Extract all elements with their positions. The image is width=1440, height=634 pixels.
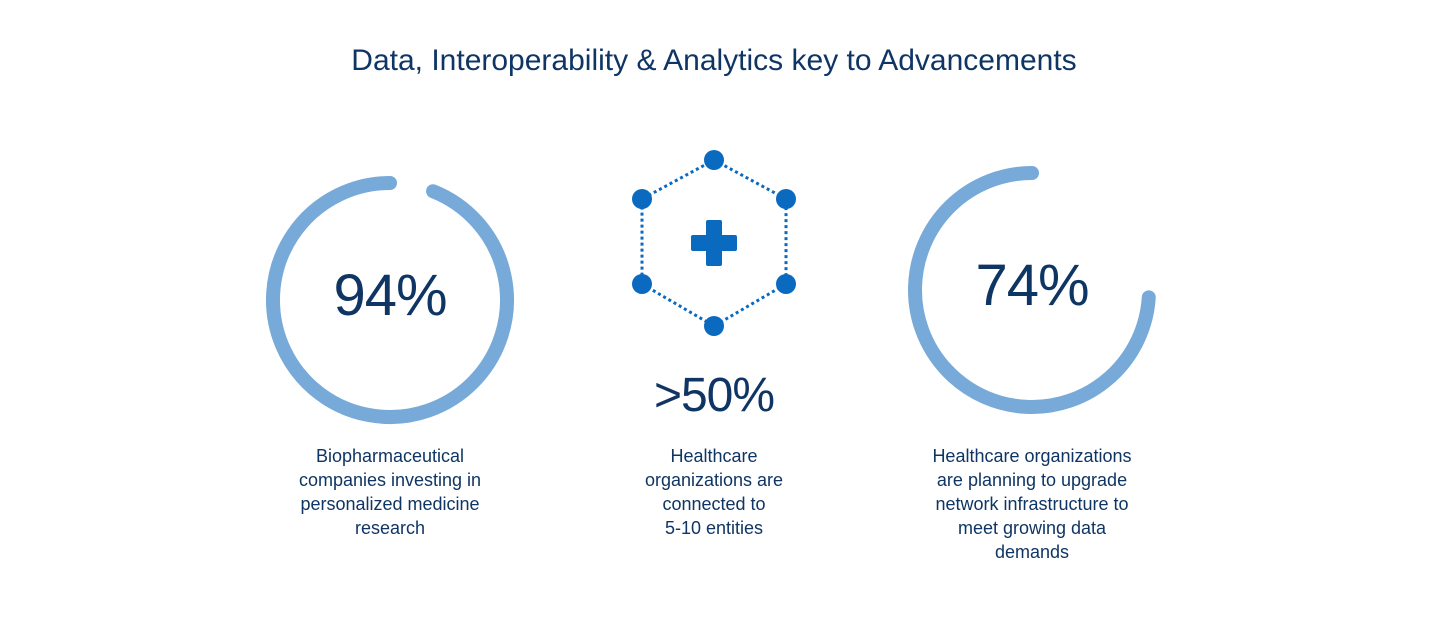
stat-value-2: >50% <box>653 369 775 422</box>
description-line: are planning to upgrade <box>936 470 1128 490</box>
description-line: personalized medicine <box>300 494 480 514</box>
description-line: Biopharmaceutical <box>315 446 465 466</box>
stat-value-3: 74% <box>975 253 1089 318</box>
stat-value-1: 94% <box>333 263 447 328</box>
description-line: research <box>354 518 426 538</box>
medical-cross-icon <box>691 220 737 266</box>
network-hexagon-icon <box>632 150 796 336</box>
stat-description-3: Healthcare organizations are planning to… <box>902 444 1162 564</box>
description-line: organizations are <box>644 470 784 490</box>
page-title: Data, Interoperability & Analytics key t… <box>351 44 1077 77</box>
stat-description-2: Healthcare organizations are connected t… <box>584 444 844 540</box>
description-line: demands <box>994 542 1070 562</box>
progress-ring-94 <box>266 176 514 424</box>
description-line: Healthcare <box>670 446 758 466</box>
description-line: Healthcare organizations <box>932 446 1132 466</box>
description-line: companies investing in <box>298 470 482 490</box>
description-line: 5-10 entities <box>664 518 764 538</box>
stat-description-1: Biopharmaceutical companies investing in… <box>260 444 520 540</box>
progress-ring-74 <box>908 166 1156 414</box>
description-line: network infrastructure to <box>935 494 1129 514</box>
description-line: connected to <box>662 494 766 514</box>
description-line: meet growing data <box>957 518 1107 538</box>
